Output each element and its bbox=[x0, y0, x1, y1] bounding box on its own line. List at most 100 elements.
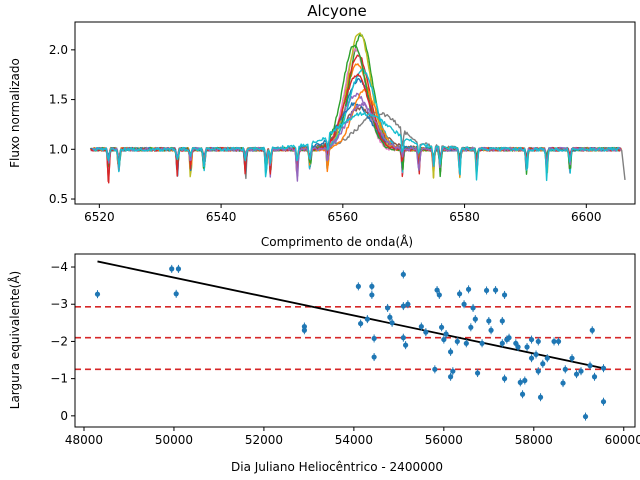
equivalent-width-point bbox=[569, 355, 575, 361]
equivalent-width-x-label: Dia Juliano Heliocêntrico - 2400000 bbox=[231, 460, 443, 474]
equivalent-width-y-axis: 0 −1 −2 −3 −4 bbox=[50, 260, 75, 423]
equivalent-width-point bbox=[533, 351, 539, 358]
equivalent-width-point bbox=[461, 301, 467, 307]
equivalent-width-point bbox=[468, 324, 474, 330]
equivalent-width-point bbox=[441, 336, 447, 343]
spectrum-x-tick-label: 6560 bbox=[328, 210, 359, 224]
equivalent-width-point bbox=[436, 292, 442, 298]
equivalent-width-point bbox=[535, 338, 541, 345]
equivalent-width-point bbox=[371, 335, 377, 342]
equivalent-width-point bbox=[358, 320, 364, 327]
equivalent-width-point bbox=[501, 376, 508, 382]
equivalent-width-point bbox=[560, 380, 566, 386]
equivalent-width-point bbox=[537, 394, 544, 400]
equivalent-width-point bbox=[582, 413, 589, 420]
spectrum-x-axis: 6520 6540 6560 6580 6600 bbox=[84, 204, 602, 224]
equivalent-width-x-tick-label: 52000 bbox=[245, 433, 283, 447]
equivalent-width-point bbox=[369, 292, 375, 298]
equivalent-width-y-tick-label: −2 bbox=[50, 334, 68, 348]
equivalent-width-point bbox=[400, 271, 406, 278]
equivalent-width-point bbox=[443, 331, 449, 337]
equivalent-width-point bbox=[450, 368, 456, 374]
equivalent-width-x-tick-label: 60000 bbox=[605, 433, 640, 447]
trend-line bbox=[97, 260, 604, 370]
spectrum-y-tick-label: 1.5 bbox=[49, 93, 68, 107]
spectrum-y-tick-label: 2.0 bbox=[49, 43, 68, 57]
equivalent-width-point bbox=[488, 327, 494, 333]
equivalent-width-point bbox=[432, 366, 438, 372]
spectrum-y-axis: 0.5 1.0 1.5 2.0 bbox=[49, 43, 75, 206]
equivalent-width-point bbox=[600, 399, 607, 405]
spectrum-y-label: Fluxo normalizado bbox=[8, 58, 22, 168]
equivalent-width-point bbox=[456, 291, 463, 297]
spectrum-y-tick-label: 0.5 bbox=[49, 192, 68, 206]
equivalent-width-point bbox=[369, 283, 375, 289]
equivalent-width-chart: 48000 50000 52000 54000 56000 58000 60000 0 −1 −… bbox=[7, 253, 640, 474]
equivalent-width-point bbox=[555, 338, 562, 345]
equivalent-width-point bbox=[94, 291, 101, 297]
spectrum-x-tick-label: 6540 bbox=[206, 210, 237, 224]
equivalent-width-point bbox=[499, 340, 505, 346]
equivalent-width-point bbox=[423, 329, 429, 335]
equivalent-width-y-label: Largura equivalente(Å) bbox=[7, 271, 22, 409]
equivalent-width-point bbox=[528, 355, 535, 361]
equivalent-width-point bbox=[589, 327, 595, 333]
equivalent-width-point bbox=[173, 291, 179, 297]
equivalent-width-point bbox=[524, 344, 530, 350]
equivalent-width-x-tick-label: 56000 bbox=[425, 433, 463, 447]
equivalent-width-point bbox=[573, 371, 580, 377]
equivalent-width-point bbox=[387, 314, 393, 320]
equivalent-width-point bbox=[540, 361, 546, 367]
equivalent-width-point bbox=[434, 287, 440, 293]
equivalent-width-x-tick-label: 48000 bbox=[65, 433, 103, 447]
equivalent-width-y-tick-label: −3 bbox=[50, 297, 68, 311]
equivalent-width-point bbox=[519, 391, 526, 397]
equivalent-width-point bbox=[544, 355, 550, 361]
equivalent-width-point bbox=[474, 370, 481, 376]
equivalent-width-point bbox=[587, 363, 593, 369]
equivalent-width-point bbox=[522, 377, 528, 384]
equivalent-width-point bbox=[301, 327, 307, 333]
equivalent-width-point bbox=[499, 318, 505, 324]
equivalent-width-point bbox=[486, 318, 492, 324]
equivalent-width-point bbox=[535, 368, 541, 374]
equivalent-width-point bbox=[506, 335, 512, 341]
equivalent-width-point bbox=[463, 340, 469, 346]
spectrum-y-tick-label: 1.0 bbox=[49, 142, 68, 156]
trend-line-segment bbox=[97, 260, 604, 370]
equivalent-width-point bbox=[364, 316, 370, 322]
spectrum-chart: Alcyone 6520 6540 6560 6580 6600 0.5 1.0 1.5 2.… bbox=[8, 2, 636, 249]
equivalent-width-x-axis: 48000 50000 52000 54000 56000 58000 60000 bbox=[65, 427, 640, 447]
spectrum-lines bbox=[89, 32, 626, 184]
equivalent-width-point bbox=[551, 338, 557, 345]
spectrum-x-tick-label: 6520 bbox=[84, 210, 115, 224]
equivalent-width-point bbox=[600, 365, 607, 371]
equivalent-width-point bbox=[447, 374, 454, 380]
spectrum-x-tick-label: 6580 bbox=[449, 210, 480, 224]
spectrum-series-line bbox=[92, 111, 620, 182]
reference-lines bbox=[75, 306, 635, 371]
equivalent-width-point bbox=[400, 303, 406, 309]
equivalent-width-point bbox=[355, 283, 361, 289]
equivalent-width-x-tick-label: 54000 bbox=[335, 433, 373, 447]
equivalent-width-point bbox=[405, 301, 411, 307]
equivalent-width-point bbox=[578, 368, 584, 374]
equivalent-width-point bbox=[517, 379, 523, 385]
equivalent-width-point bbox=[591, 374, 598, 380]
equivalent-width-point bbox=[465, 286, 472, 292]
equivalent-width-point bbox=[501, 292, 508, 298]
equivalent-width-point bbox=[418, 323, 424, 330]
spectrum-title: Alcyone bbox=[307, 2, 366, 20]
equivalent-width-plot-frame bbox=[74, 253, 636, 428]
equivalent-width-point bbox=[492, 287, 499, 293]
equivalent-width-point bbox=[447, 349, 454, 355]
equivalent-width-point bbox=[403, 342, 409, 348]
equivalent-width-y-tick-label: −1 bbox=[50, 372, 68, 386]
equivalent-width-points bbox=[94, 264, 607, 421]
equivalent-width-point bbox=[385, 305, 391, 311]
spectrum-plot-frame bbox=[74, 21, 636, 205]
equivalent-width-point bbox=[371, 354, 377, 360]
equivalent-width-point bbox=[472, 316, 478, 322]
equivalent-width-point bbox=[479, 340, 485, 346]
equivalent-width-point bbox=[483, 287, 490, 294]
